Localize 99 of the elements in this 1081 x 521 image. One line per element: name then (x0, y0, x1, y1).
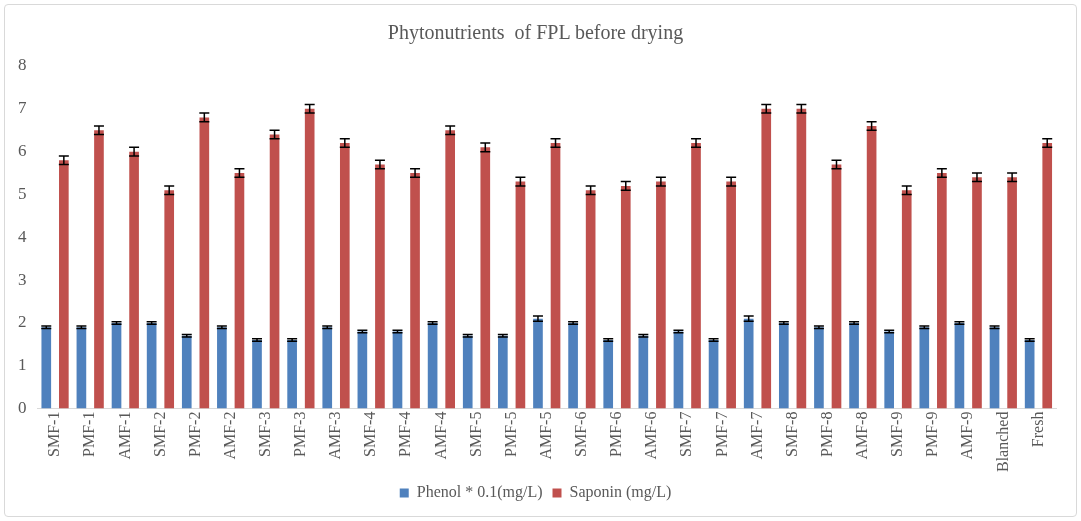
bar (568, 322, 578, 409)
x-tick-label: SMF-3 (255, 411, 273, 457)
y-tick-label: 8 (18, 55, 27, 75)
bar (427, 322, 438, 409)
x-tick-label: SMF-6 (572, 411, 590, 457)
bar (550, 143, 561, 409)
x-tick-label: SMF-8 (782, 411, 800, 457)
bar (287, 340, 297, 409)
y-tick-label: 7 (18, 98, 27, 118)
bar (761, 108, 772, 409)
x-tick-label: PMF-1 (80, 411, 98, 457)
bar (410, 173, 420, 409)
bar (989, 327, 1000, 409)
x-tick-label: SMF-2 (150, 411, 168, 457)
bar (129, 151, 139, 409)
x-tick-label: PMF-6 (607, 411, 625, 457)
bar (708, 340, 719, 409)
y-tick-label: 4 (18, 226, 27, 246)
bar (515, 181, 526, 409)
x-tick-label: AMF-2 (220, 411, 238, 460)
bar (41, 327, 52, 409)
bar (743, 318, 754, 409)
x-tick-label: PMF-3 (291, 411, 309, 457)
bar (269, 134, 280, 409)
bar (919, 327, 930, 409)
x-tick-label: SMF-9 (888, 411, 906, 457)
bar (111, 322, 122, 409)
bar (462, 335, 473, 409)
bar (656, 181, 666, 409)
bar (339, 143, 350, 409)
bar (217, 327, 227, 409)
legend-label: Phenol * 0.1(mg/L) (416, 483, 543, 502)
x-tick-label: PMF-2 (185, 411, 203, 457)
bar (445, 130, 455, 409)
bar (533, 318, 543, 409)
y-tick-label: 5 (18, 183, 27, 203)
x-tick-label: SMF-4 (361, 411, 379, 457)
y-tick-label: 3 (18, 269, 27, 289)
bar (357, 331, 368, 409)
x-tick-label: PMF-5 (501, 411, 519, 457)
bar (199, 117, 210, 409)
y-tick-label: 2 (18, 312, 27, 332)
bar (778, 322, 789, 409)
x-tick-label: AMF-7 (747, 411, 765, 460)
bar (901, 190, 912, 409)
bar (1042, 143, 1053, 409)
bar (954, 322, 965, 409)
bar (620, 185, 631, 409)
bar (375, 164, 385, 409)
y-tick-label: 1 (18, 355, 27, 375)
x-tick-label: AMF-5 (536, 411, 554, 460)
bar (1007, 177, 1017, 409)
bar (181, 335, 192, 409)
x-tick-label: SMF-5 (466, 411, 484, 457)
bar (796, 108, 807, 409)
bar (164, 190, 175, 409)
x-tick-label: AMF-3 (326, 411, 344, 460)
bar (884, 331, 895, 409)
x-tick-label: PMF-7 (712, 411, 730, 457)
x-tick-label: SMF-7 (677, 411, 695, 457)
bar (726, 181, 736, 409)
bar (392, 331, 403, 409)
bar (603, 340, 614, 409)
x-tick-label: AMF-8 (853, 411, 871, 460)
x-tick-label: PMF-4 (396, 411, 414, 457)
x-tick-label: SMF-1 (45, 411, 63, 457)
bar (498, 335, 508, 409)
bar (814, 327, 824, 409)
bar (252, 340, 262, 409)
bar (76, 327, 87, 409)
x-tick-label: Fresh (1028, 411, 1046, 448)
bar (831, 164, 842, 409)
bar (59, 160, 69, 409)
bar (322, 327, 333, 409)
x-tick-label: PMF-8 (817, 411, 835, 457)
legend-label: Saponin (mg/L) (569, 483, 672, 502)
y-tick-label: 0 (18, 398, 27, 418)
bar (94, 130, 104, 409)
bar (480, 147, 491, 409)
x-tick-label: Blanched (993, 411, 1011, 472)
bar (1024, 340, 1035, 409)
x-tick-label: AMF-6 (642, 411, 660, 460)
bar (972, 177, 982, 409)
bar (234, 173, 245, 409)
y-tick-label: 6 (18, 141, 27, 161)
chart-title: Phytonutrients of FPL before drying (387, 21, 684, 45)
x-tick-label: AMF-9 (958, 411, 976, 460)
bar (866, 125, 877, 409)
bar (146, 322, 157, 409)
bar (673, 331, 684, 409)
bar (585, 190, 596, 409)
bar (937, 173, 947, 409)
bar (304, 108, 315, 409)
bar (691, 143, 701, 409)
x-tick-label: AMF-4 (431, 411, 449, 460)
x-tick-label: AMF-1 (115, 411, 133, 460)
bar (638, 335, 649, 409)
bar (849, 322, 859, 409)
x-tick-label: PMF-9 (923, 411, 941, 457)
